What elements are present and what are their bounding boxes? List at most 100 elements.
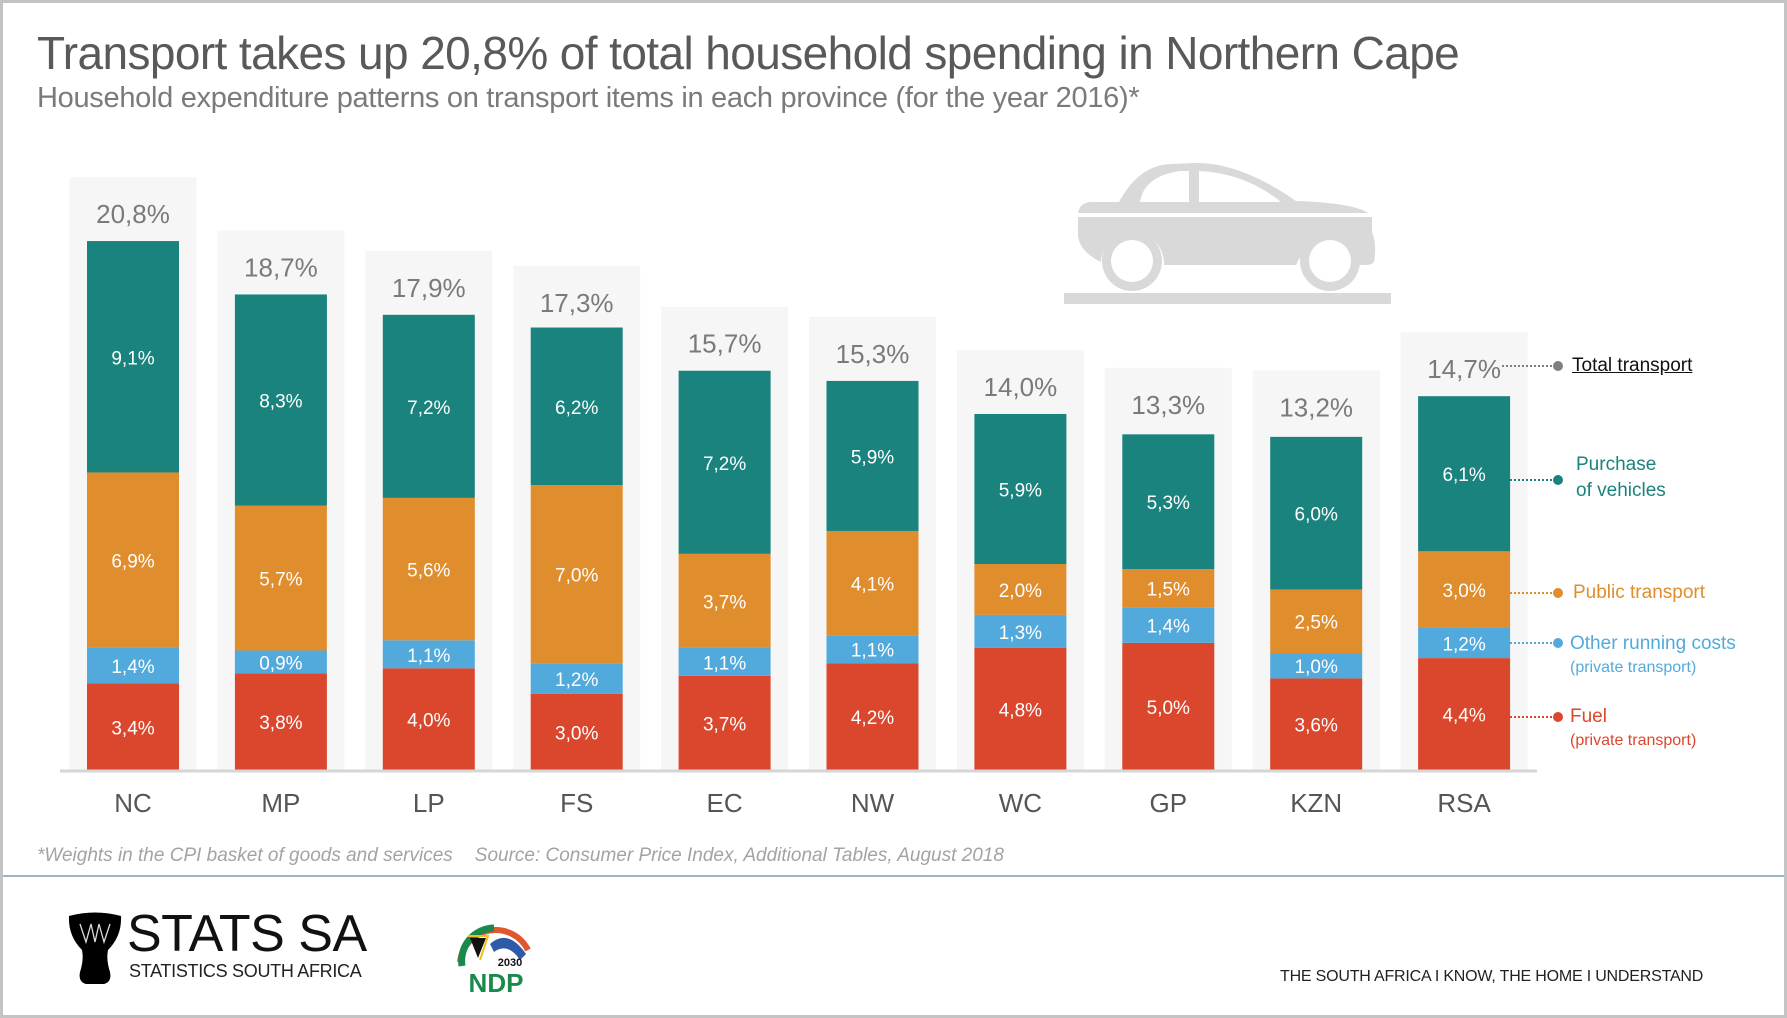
bar-segment-purchase-vehicles bbox=[974, 413, 1067, 565]
legend-purchase-dot-icon bbox=[1553, 475, 1563, 485]
segment-value-label: 1,1% bbox=[703, 653, 746, 674]
legend-total: Total transport bbox=[1572, 353, 1692, 379]
legend-other-sub: (private transport) bbox=[1570, 659, 1697, 676]
total-value-label: 15,7% bbox=[688, 329, 762, 359]
legend-purchase-line2: of vehicles bbox=[1576, 480, 1666, 501]
legend-fuel-label: Fuel bbox=[1570, 706, 1607, 727]
total-value-label: 18,7% bbox=[244, 252, 318, 282]
segment-value-label: 1,4% bbox=[111, 657, 154, 678]
bar-segment-other-running bbox=[974, 614, 1067, 648]
drum-icon bbox=[68, 912, 122, 984]
bar-segment-fuel bbox=[678, 675, 771, 770]
bar-segment-other-running bbox=[382, 640, 475, 669]
segment-value-label: 1,4% bbox=[1147, 617, 1190, 638]
segment-value-label: 6,2% bbox=[555, 398, 598, 419]
segment-value-label: 3,7% bbox=[703, 714, 746, 735]
bar-segment-public-transport bbox=[974, 564, 1067, 615]
total-value-label: 14,7% bbox=[1427, 354, 1501, 384]
bar-segment-other-running bbox=[1418, 627, 1511, 659]
segment-value-label: 2,0% bbox=[999, 581, 1042, 602]
segment-value-label: 2,5% bbox=[1295, 613, 1338, 634]
bar-segment-other-running bbox=[678, 647, 771, 676]
legend-purchase: Purchase of vehicles bbox=[1576, 452, 1666, 504]
segment-value-label: 0,9% bbox=[259, 653, 302, 674]
bar-segment-other-running bbox=[1122, 607, 1215, 643]
total-value-label: 14,0% bbox=[984, 372, 1058, 402]
total-value-label: 20,8% bbox=[96, 199, 170, 229]
bar-segment-public-transport bbox=[1270, 589, 1363, 654]
segment-value-label: 1,2% bbox=[555, 670, 598, 691]
bar-segment-other-running bbox=[826, 635, 919, 664]
segment-value-label: 1,2% bbox=[1442, 634, 1485, 655]
segment-value-label: 6,1% bbox=[1442, 465, 1485, 486]
category-label: FS bbox=[560, 788, 593, 818]
category-label: RSA bbox=[1437, 788, 1491, 818]
bar-segment-purchase-vehicles bbox=[87, 241, 179, 473]
segment-value-label: 1,5% bbox=[1147, 580, 1190, 601]
bar-segment-public-transport bbox=[87, 472, 179, 648]
bar-segment-public-transport bbox=[234, 505, 327, 651]
bar-segment-other-running bbox=[234, 650, 327, 674]
segment-value-label: 7,0% bbox=[555, 566, 598, 587]
category-label: LP bbox=[413, 788, 445, 818]
legend-public-dot-icon bbox=[1553, 588, 1563, 598]
segment-value-label: 4,1% bbox=[851, 575, 894, 596]
bar-segment-public-transport bbox=[826, 530, 919, 636]
bar-segment-fuel bbox=[1122, 642, 1215, 770]
bar-segment-purchase-vehicles bbox=[678, 370, 771, 554]
bar-segment-fuel bbox=[87, 683, 179, 770]
bar-segment-purchase-vehicles bbox=[1418, 396, 1511, 552]
bar-segment-fuel bbox=[826, 663, 919, 770]
bar-segment-fuel bbox=[234, 673, 327, 770]
category-label: NC bbox=[114, 788, 152, 818]
segment-value-label: 1,3% bbox=[999, 623, 1042, 644]
legend-public: Public transport bbox=[1573, 580, 1705, 606]
category-label: NW bbox=[851, 788, 895, 818]
ndp-logo: 2030 NDP bbox=[452, 914, 536, 1003]
segment-value-label: 3,0% bbox=[1442, 581, 1485, 602]
segment-value-label: 5,6% bbox=[407, 561, 450, 582]
segment-value-label: 1,0% bbox=[1295, 657, 1338, 678]
ndp-emblem-icon: 2030 NDP bbox=[457, 924, 531, 998]
footnote-weights: *Weights in the CPI basket of goods and … bbox=[37, 845, 453, 866]
bar-segment-purchase-vehicles bbox=[1122, 434, 1215, 570]
legend-other: Other running costs (private transport) bbox=[1570, 631, 1736, 679]
legend-fuel-sub: (private transport) bbox=[1570, 732, 1697, 749]
legend-purchase-line1: Purchase bbox=[1576, 454, 1657, 475]
segment-value-label: 3,6% bbox=[1295, 716, 1338, 737]
stats-sa-wordmark: STATS SA bbox=[127, 905, 367, 963]
footer-divider bbox=[3, 875, 1784, 877]
bar-segment-public-transport bbox=[1418, 551, 1511, 628]
segment-value-label: 3,4% bbox=[111, 718, 154, 739]
bar-segment-purchase-vehicles bbox=[382, 314, 475, 498]
bar-segment-other-running bbox=[530, 663, 623, 694]
bar-segment-fuel bbox=[530, 693, 623, 770]
category-label: KZN bbox=[1290, 788, 1342, 818]
legend-total-label: Total transport bbox=[1572, 355, 1693, 376]
legend-total-dot-icon bbox=[1553, 361, 1563, 371]
category-label: GP bbox=[1150, 788, 1188, 818]
bar-segment-purchase-vehicles bbox=[234, 294, 327, 506]
total-value-label: 15,3% bbox=[836, 339, 910, 369]
legend-fuel-dot-icon bbox=[1553, 712, 1563, 722]
category-label: EC bbox=[707, 788, 743, 818]
segment-value-label: 7,2% bbox=[407, 398, 450, 419]
bar-segment-purchase-vehicles bbox=[530, 327, 623, 486]
category-label: WC bbox=[999, 788, 1042, 818]
total-value-label: 17,3% bbox=[540, 288, 614, 318]
segment-value-label: 4,0% bbox=[407, 711, 450, 732]
stats-sa-subtitle: STATISTICS SOUTH AFRICA bbox=[129, 961, 362, 981]
segment-value-label: 1,1% bbox=[407, 646, 450, 667]
segment-value-label: 6,9% bbox=[111, 552, 154, 573]
segment-value-label: 5,9% bbox=[999, 480, 1042, 501]
total-value-label: 17,9% bbox=[392, 273, 466, 303]
segment-value-label: 3,8% bbox=[259, 713, 302, 734]
segment-value-label: 3,7% bbox=[703, 592, 746, 613]
bar-segment-other-running bbox=[1270, 653, 1363, 679]
segment-value-label: 4,2% bbox=[851, 708, 894, 729]
segment-value-label: 5,9% bbox=[851, 447, 894, 468]
bar-segment-public-transport bbox=[1122, 569, 1215, 608]
footnote-source: Source: Consumer Price Index, Additional… bbox=[474, 845, 1004, 866]
chart-subtitle: Household expenditure patterns on transp… bbox=[37, 82, 1140, 114]
